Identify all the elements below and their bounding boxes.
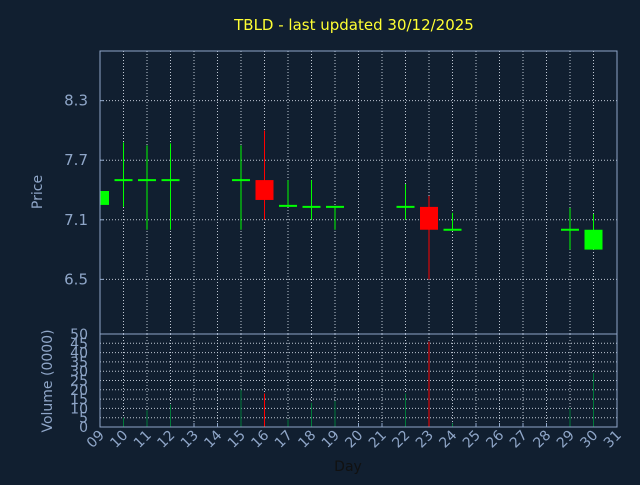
day-tick-label: 12 [154, 428, 178, 452]
day-tick-label: 29 [554, 428, 578, 452]
day-tick-label: 23 [413, 428, 437, 452]
volume-tick-label: 5 [79, 411, 88, 427]
price-tick-label: 7.7 [64, 151, 88, 169]
day-tick-label: 24 [436, 427, 460, 451]
chart-title: TBLD - last updated 30/12/2025 [233, 16, 474, 34]
day-tick-label: 28 [530, 428, 554, 452]
day-tick-label: 15 [225, 428, 249, 452]
day-tick-label: 22 [389, 428, 413, 452]
candle-body [420, 206, 438, 230]
candle-body [584, 229, 603, 250]
day-tick-label: 27 [507, 428, 531, 452]
candle-body [255, 180, 274, 200]
volume-tick-label: 15 [70, 392, 88, 408]
volume-tick-label: 30 [70, 364, 88, 380]
day-tick-label: 11 [131, 428, 155, 452]
price-axis-label: Price [30, 175, 46, 209]
volume-tick-label: 10 [70, 401, 88, 417]
day-axis-label: Day [334, 459, 362, 475]
day-tick-label: 10 [107, 428, 131, 452]
day-tick-label: 21 [366, 428, 390, 452]
day-tick-label: 18 [295, 428, 319, 452]
day-tick-label: 30 [577, 428, 601, 452]
price-tick-label: 8.3 [64, 92, 88, 110]
day-tick-label: 13 [178, 428, 202, 452]
volume-tick-label: 20 [70, 383, 88, 399]
price-tick-label: 7.1 [64, 211, 88, 229]
day-tick-label: 17 [272, 428, 296, 452]
volume-tick-label: 25 [70, 374, 88, 390]
volume-tick-label: 45 [70, 336, 88, 352]
volume-tick-label: 35 [70, 355, 88, 371]
day-tick-label: 20 [342, 428, 366, 452]
volume-tick-label: 50 [70, 327, 88, 343]
volume-axis-label: Volume (0000) [40, 329, 56, 432]
price-tick-label: 6.5 [64, 270, 88, 288]
day-tick-label: 31 [601, 428, 625, 452]
candle-body [100, 191, 109, 205]
day-tick-label: 25 [460, 428, 484, 452]
day-tick-label: 19 [319, 428, 343, 452]
day-tick-label: 16 [248, 427, 272, 451]
day-tick-label: 14 [201, 427, 225, 451]
volume-panel-frame [99, 333, 618, 428]
volume-tick-label: 40 [70, 346, 88, 362]
day-tick-label: 26 [483, 427, 507, 451]
volume-tick-label: 0 [79, 420, 88, 436]
